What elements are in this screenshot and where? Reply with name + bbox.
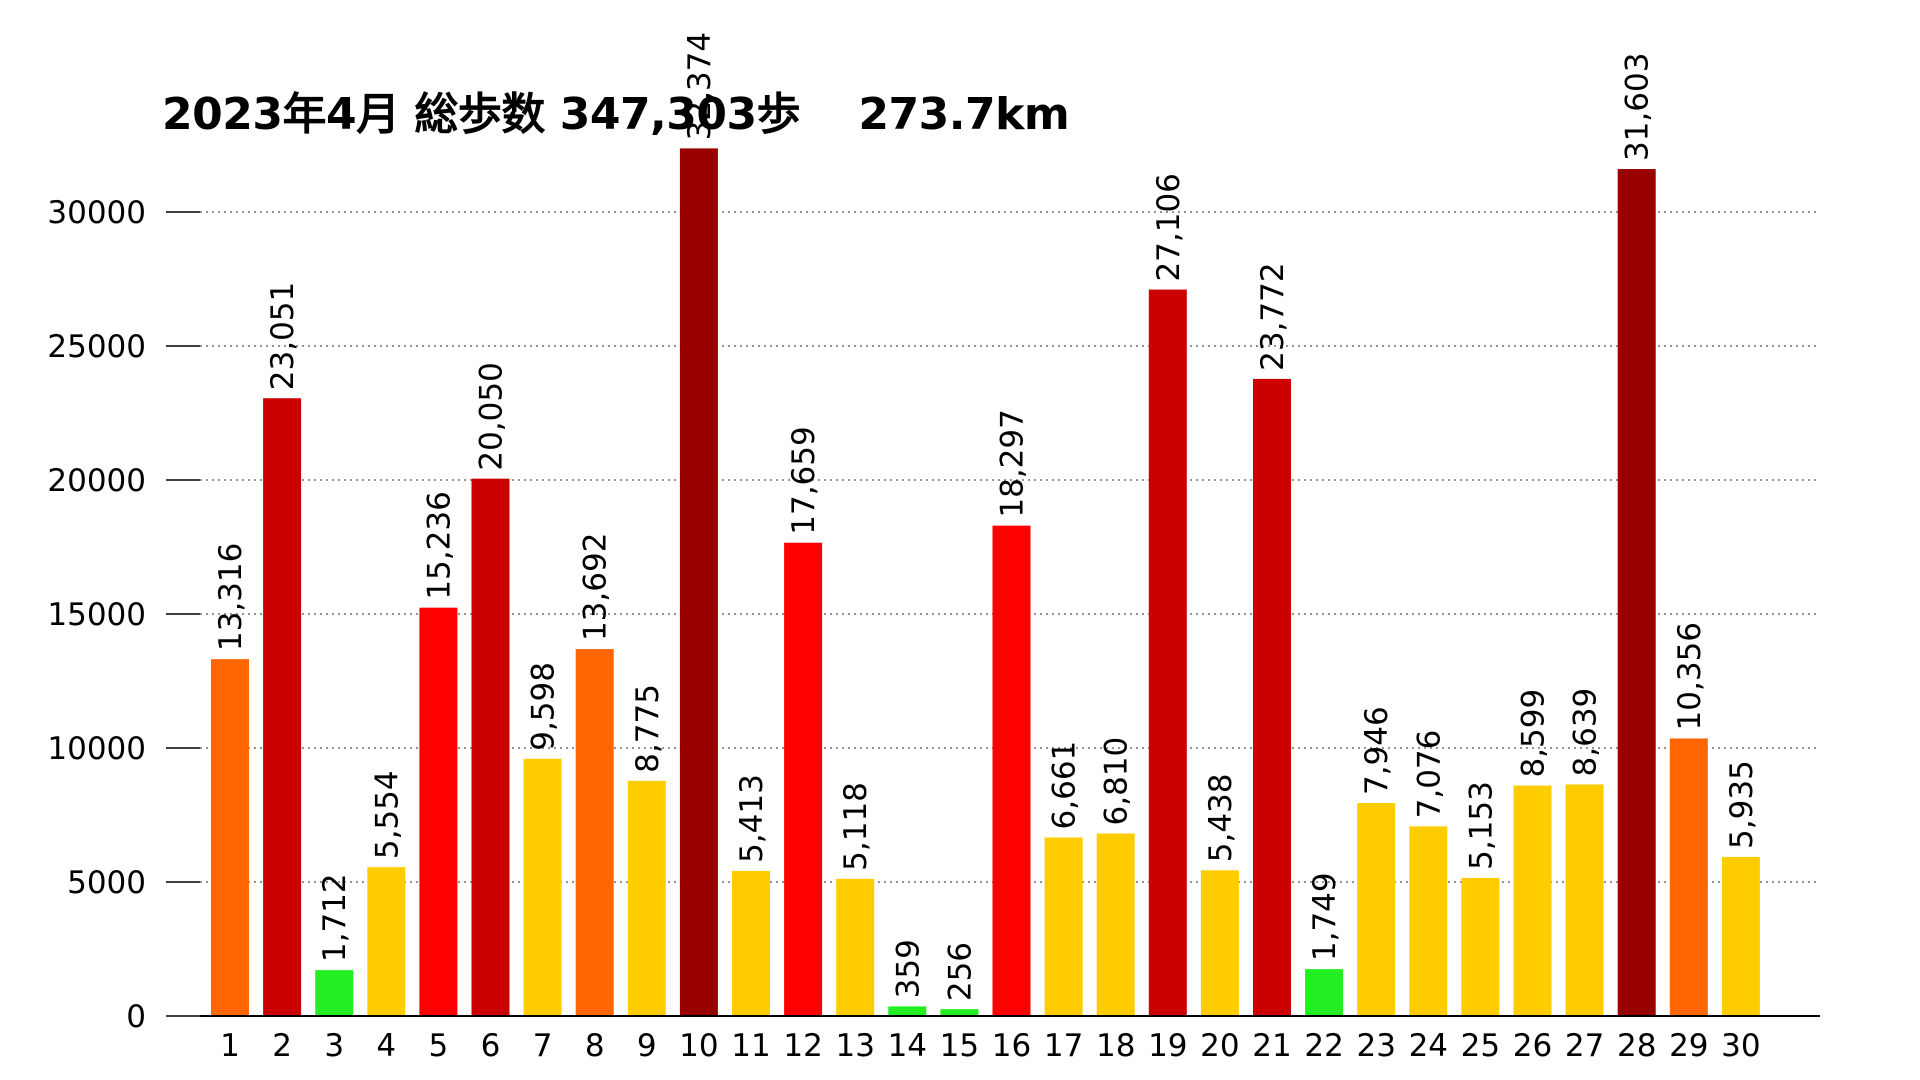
x-tick-label: 12 bbox=[783, 1028, 822, 1064]
data-label: 359 bbox=[890, 939, 926, 998]
bar bbox=[1565, 784, 1604, 1016]
x-tick-label: 22 bbox=[1304, 1028, 1343, 1064]
x-tick-label: 25 bbox=[1461, 1028, 1500, 1064]
data-label: 5,118 bbox=[838, 782, 874, 871]
data-label: 1,712 bbox=[317, 873, 353, 962]
bar bbox=[732, 870, 770, 1016]
data-label: 9,598 bbox=[526, 662, 562, 751]
x-tick-label: 6 bbox=[481, 1028, 501, 1064]
bar bbox=[1305, 969, 1344, 1016]
x-tick-label: 2 bbox=[272, 1028, 292, 1064]
y-tick-label: 5000 bbox=[67, 865, 146, 901]
x-tick-label: 13 bbox=[835, 1028, 874, 1064]
data-label: 20,050 bbox=[474, 362, 510, 470]
bar bbox=[992, 525, 1031, 1016]
x-tick-label: 29 bbox=[1669, 1028, 1708, 1064]
bar bbox=[1044, 837, 1083, 1016]
x-tick-label: 17 bbox=[1044, 1028, 1083, 1064]
x-tick-label: 7 bbox=[533, 1028, 553, 1064]
x-tick-label: 20 bbox=[1200, 1028, 1239, 1064]
bar bbox=[1148, 289, 1187, 1016]
bar bbox=[1200, 870, 1239, 1016]
data-label: 5,935 bbox=[1724, 760, 1760, 849]
x-tick-label: 26 bbox=[1513, 1028, 1552, 1064]
bar bbox=[523, 758, 562, 1016]
data-label: 256 bbox=[942, 942, 978, 1001]
x-tick-label: 11 bbox=[731, 1028, 770, 1064]
x-tick-label: 27 bbox=[1565, 1028, 1604, 1064]
data-label: 10,356 bbox=[1672, 622, 1708, 730]
y-tick-label: 10000 bbox=[47, 731, 146, 767]
data-label: 5,554 bbox=[369, 770, 405, 859]
bar bbox=[784, 542, 823, 1016]
y-tick-label: 30000 bbox=[47, 195, 146, 231]
y-tick-label: 15000 bbox=[47, 597, 146, 633]
data-label: 13,316 bbox=[213, 543, 249, 651]
data-label: 1,749 bbox=[1307, 872, 1343, 961]
bar bbox=[1513, 785, 1552, 1016]
data-label: 5,153 bbox=[1463, 781, 1499, 870]
y-tick-label: 0 bbox=[126, 999, 146, 1035]
data-label: 15,236 bbox=[421, 491, 457, 599]
x-tick-label: 5 bbox=[429, 1028, 449, 1064]
bar bbox=[1357, 803, 1396, 1016]
data-label: 6,810 bbox=[1099, 737, 1135, 826]
data-label: 7,076 bbox=[1411, 730, 1447, 819]
data-label: 23,772 bbox=[1255, 262, 1291, 370]
bar bbox=[367, 867, 406, 1016]
x-tick-label: 1 bbox=[220, 1028, 240, 1064]
data-label: 6,661 bbox=[1047, 741, 1083, 830]
bar bbox=[1721, 856, 1760, 1016]
x-tick-label: 4 bbox=[376, 1028, 396, 1064]
data-label: 8,775 bbox=[630, 684, 666, 773]
chart-title: 2023年4月 総歩数 347,303歩 273.7km bbox=[162, 89, 1070, 140]
bar bbox=[679, 148, 718, 1016]
x-tick-label: 15 bbox=[940, 1028, 979, 1064]
data-label: 27,106 bbox=[1151, 173, 1187, 281]
x-tick-label: 24 bbox=[1409, 1028, 1448, 1064]
x-tick-label: 23 bbox=[1356, 1028, 1395, 1064]
x-tick-label: 18 bbox=[1096, 1028, 1135, 1064]
x-tick-label: 10 bbox=[679, 1028, 718, 1064]
data-label: 8,599 bbox=[1516, 689, 1552, 778]
x-tick-label: 19 bbox=[1148, 1028, 1187, 1064]
data-label: 32,374 bbox=[682, 32, 718, 140]
data-label: 23,051 bbox=[265, 282, 301, 390]
y-tick-label: 20000 bbox=[47, 463, 146, 499]
x-tick-label: 8 bbox=[585, 1028, 605, 1064]
bar bbox=[627, 780, 666, 1016]
data-label: 13,692 bbox=[578, 533, 614, 641]
bar bbox=[940, 1009, 979, 1016]
bar bbox=[1096, 833, 1135, 1016]
x-tick-label: 21 bbox=[1252, 1028, 1291, 1064]
data-label: 7,946 bbox=[1359, 706, 1395, 795]
bar bbox=[575, 649, 614, 1016]
bar bbox=[419, 607, 458, 1016]
bar bbox=[1253, 378, 1291, 1016]
data-label: 17,659 bbox=[786, 426, 822, 534]
x-tick-label: 14 bbox=[888, 1028, 927, 1064]
data-label: 8,639 bbox=[1568, 688, 1604, 777]
y-tick-label: 25000 bbox=[47, 329, 146, 365]
data-label: 18,297 bbox=[995, 409, 1031, 517]
data-label: 31,603 bbox=[1620, 53, 1656, 161]
data-label: 5,438 bbox=[1203, 774, 1239, 863]
x-tick-label: 9 bbox=[637, 1028, 657, 1064]
bar bbox=[1461, 877, 1500, 1016]
bar bbox=[1669, 738, 1708, 1016]
bar bbox=[836, 878, 875, 1016]
bar bbox=[315, 970, 354, 1016]
x-tick-label: 28 bbox=[1617, 1028, 1656, 1064]
data-label: 5,413 bbox=[734, 774, 770, 863]
bar bbox=[1409, 826, 1448, 1016]
x-tick-label: 16 bbox=[992, 1028, 1031, 1064]
bar bbox=[471, 478, 510, 1016]
x-tick-label: 30 bbox=[1721, 1028, 1760, 1064]
bar bbox=[211, 659, 249, 1016]
x-tick-label: 3 bbox=[324, 1028, 344, 1064]
bar bbox=[1617, 169, 1656, 1016]
bar bbox=[263, 398, 302, 1017]
bar bbox=[888, 1006, 927, 1016]
